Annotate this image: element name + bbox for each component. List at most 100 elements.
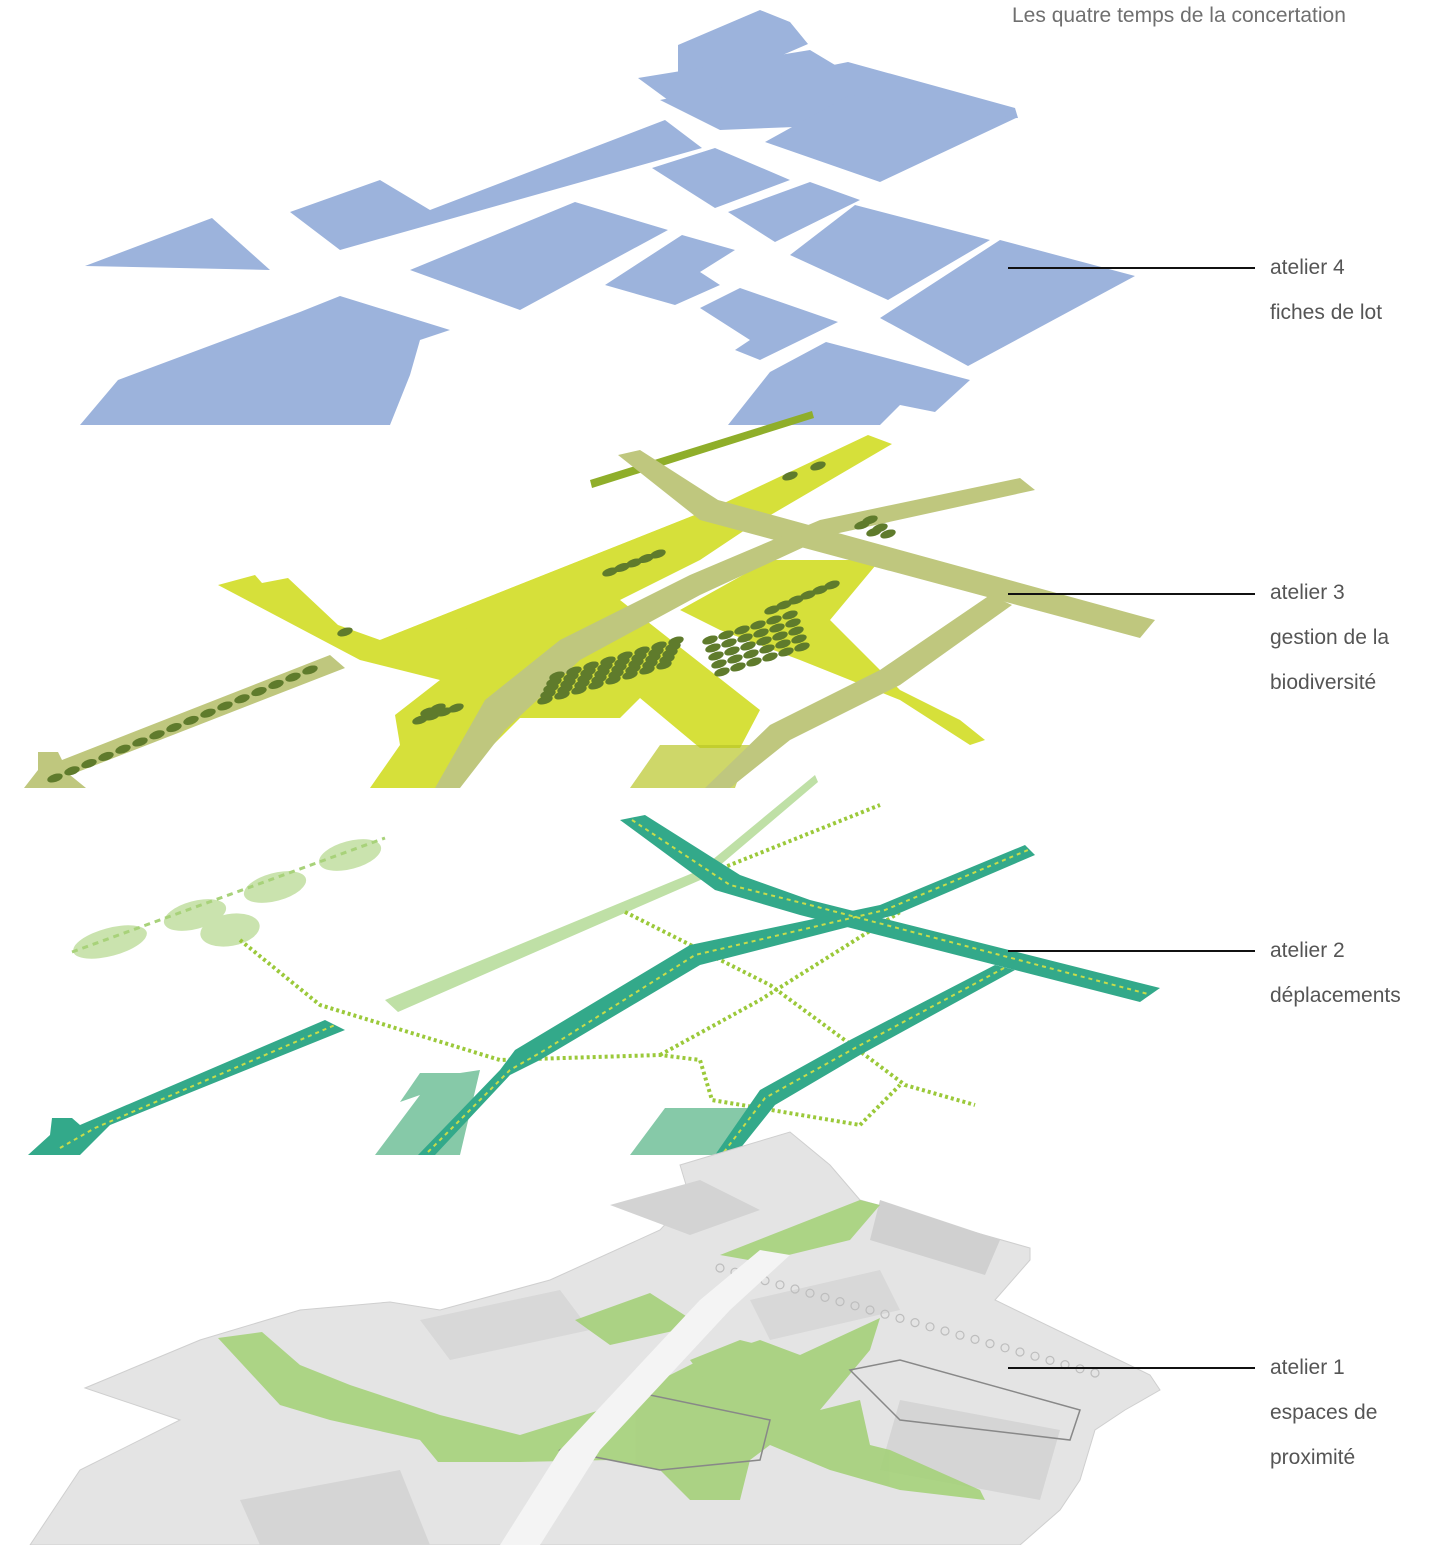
label-title: atelier 2 (1270, 939, 1345, 962)
dotted-path (858, 1083, 902, 1127)
tree (718, 630, 734, 640)
tree (759, 644, 775, 654)
lot-block (605, 235, 735, 305)
tree (788, 595, 804, 605)
tree (651, 641, 667, 651)
tree (183, 715, 199, 725)
tree (721, 638, 737, 648)
tree (149, 730, 165, 740)
tree (727, 654, 743, 664)
tree (549, 671, 565, 681)
tree (750, 620, 766, 630)
label-subtitle: biodiversité (1270, 671, 1377, 694)
tree (776, 600, 792, 610)
tree (702, 635, 718, 645)
tree (47, 773, 63, 783)
teal-path (418, 845, 1035, 1155)
lot-block (728, 342, 970, 425)
dotted-path (704, 803, 881, 877)
green-space (690, 1340, 800, 1400)
base-block (240, 1470, 430, 1545)
tree (626, 558, 642, 568)
tree (800, 590, 816, 600)
tree (772, 631, 788, 641)
street-tree (1030, 1351, 1040, 1361)
label-subtitle: déplacements (1270, 984, 1401, 1007)
tree (251, 687, 267, 697)
street-tree (805, 1288, 815, 1298)
street-tree (955, 1330, 965, 1340)
tree (115, 744, 131, 754)
street-tree (970, 1334, 980, 1345)
tree (412, 715, 428, 725)
page-title: Les quatre temps de la concertation (1012, 4, 1346, 27)
lot-block (652, 148, 790, 208)
tree (583, 661, 599, 671)
street-tree (910, 1317, 920, 1328)
tree (268, 679, 284, 689)
tree (650, 549, 666, 559)
centerline (59, 1024, 336, 1149)
path-centerlines (59, 819, 1149, 1153)
tree (705, 643, 721, 653)
tree (746, 657, 762, 667)
green-space (575, 1293, 700, 1345)
teal-path (715, 965, 1015, 1155)
lot-block (765, 95, 1016, 182)
street-tree (940, 1326, 950, 1336)
tree (668, 636, 684, 646)
label-title: atelier 3 (1270, 581, 1345, 604)
lot-block (638, 50, 840, 100)
biodiversity-surface (680, 560, 985, 745)
light-green-strip (385, 775, 818, 1012)
tree (778, 647, 794, 657)
tree (638, 553, 654, 564)
tree (234, 694, 250, 704)
street-tree (925, 1322, 935, 1332)
centerline (427, 849, 1029, 1153)
base-block (610, 1180, 760, 1235)
base-block (750, 1270, 900, 1340)
lot-block (790, 205, 990, 300)
tree (743, 649, 759, 659)
tree (600, 656, 616, 666)
lot-block (290, 120, 702, 250)
yellow-green-surfaces (218, 435, 985, 788)
street-tree (790, 1284, 800, 1294)
tree (762, 652, 778, 662)
tree (81, 759, 97, 769)
lot-block (880, 240, 1135, 366)
olive-path (705, 595, 1012, 788)
dotted-network (238, 803, 976, 1127)
street-tree (865, 1305, 875, 1315)
street-tree (715, 1263, 725, 1273)
street-tree (1015, 1347, 1025, 1357)
centerline (631, 819, 1149, 995)
tree (730, 662, 746, 672)
tree (634, 646, 650, 656)
meeting-oval (73, 925, 147, 959)
base-block (870, 1200, 1000, 1275)
tree (708, 651, 724, 661)
tree (711, 659, 727, 669)
tree (764, 605, 780, 615)
tree (614, 562, 630, 573)
tree (617, 651, 633, 661)
street-tree (850, 1301, 860, 1311)
lot-block (700, 288, 838, 360)
dotted-path (624, 910, 976, 1107)
green-spaces (218, 1200, 985, 1500)
centerline (723, 967, 1005, 1153)
dotted-path (659, 910, 902, 1057)
tree (812, 585, 828, 595)
tree (756, 636, 772, 646)
label-title: atelier 4 (1270, 256, 1345, 279)
street-tree (775, 1280, 785, 1290)
meeting-oval (200, 913, 260, 947)
tree (824, 580, 840, 590)
tree (64, 766, 80, 776)
street-tree (880, 1309, 890, 1319)
leader-lines (1008, 267, 1255, 1369)
layer-atelier-2-movements (28, 775, 1160, 1155)
tree (769, 623, 785, 633)
